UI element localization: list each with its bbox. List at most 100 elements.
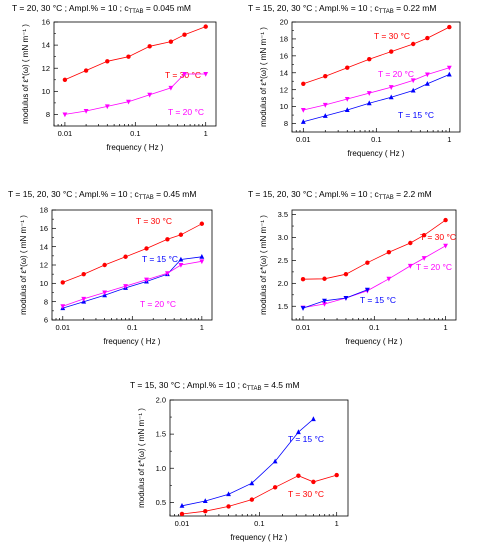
- data-point: [126, 99, 131, 105]
- y-tick-label: 16: [40, 224, 48, 233]
- y-tick-label: 12: [280, 85, 288, 94]
- data-point: [199, 221, 205, 226]
- y-tick-label: 12: [40, 261, 48, 270]
- data-point: [199, 253, 205, 259]
- data-point: [179, 502, 185, 508]
- data-point: [365, 287, 370, 293]
- data-point: [179, 511, 185, 517]
- data-point: [386, 249, 392, 255]
- data-point: [408, 240, 413, 246]
- y-tick-label: 18: [280, 35, 288, 44]
- chart-panel-3: T = 15, 20, 30 °C ; Ampl.% = 10 ; cTTAB …: [8, 189, 213, 346]
- data-point: [144, 277, 149, 283]
- data-point: [424, 80, 430, 86]
- data-point: [226, 504, 231, 509]
- data-point: [144, 246, 149, 251]
- x-tick-label: 1: [335, 519, 339, 528]
- x-tick-label: 1: [447, 135, 451, 144]
- series-line: [303, 26, 450, 85]
- x-tick-label: 0.1: [130, 129, 140, 138]
- series-2: [179, 472, 339, 517]
- series-label: T = 15 °C: [360, 295, 396, 305]
- y-tick-label: 20: [280, 18, 288, 27]
- y-tick-label: 12: [42, 64, 50, 73]
- series-line: [64, 26, 206, 81]
- series-3: [300, 71, 452, 124]
- data-point: [410, 78, 416, 84]
- x-tick-label: 0.01: [55, 323, 70, 332]
- chart-title: T = 20, 30 °C ; Ampl.% = 10 ; cTTAB = 0.…: [12, 3, 191, 15]
- data-point: [60, 304, 66, 310]
- data-point: [102, 290, 108, 296]
- data-point: [296, 473, 301, 478]
- data-point: [81, 271, 86, 277]
- x-tick-label: 0.1: [127, 323, 137, 332]
- data-point: [343, 271, 349, 277]
- data-point: [366, 91, 372, 96]
- data-point: [389, 49, 394, 54]
- data-point: [443, 243, 448, 249]
- data-point: [388, 85, 394, 90]
- chart-title: T = 15, 30 °C ; Ampl.% = 10 ; cTTAB = 4.…: [130, 380, 300, 392]
- x-axis-label: frequency ( Hz ): [348, 149, 405, 158]
- data-point: [168, 39, 174, 44]
- data-point: [443, 217, 448, 223]
- series-label: T = 15 °C: [288, 434, 324, 444]
- series-line: [181, 474, 337, 515]
- data-point: [386, 276, 392, 282]
- data-point: [300, 108, 306, 113]
- series-2: [300, 65, 452, 113]
- data-point: [202, 498, 208, 503]
- x-axis-label: frequency ( Hz ): [104, 337, 161, 346]
- y-tick-label: 3.5: [278, 210, 288, 219]
- data-point: [424, 72, 430, 78]
- data-point: [105, 59, 110, 64]
- y-tick-label: 6: [44, 316, 48, 325]
- data-point: [300, 306, 306, 311]
- y-tick-label: 1.5: [278, 302, 288, 311]
- series-2: [62, 72, 209, 118]
- data-point: [322, 276, 327, 281]
- y-axis-label: modulus of ε*(ω) ( mN m⁻¹ ): [21, 24, 30, 124]
- data-point: [83, 68, 89, 73]
- data-point: [168, 85, 174, 91]
- y-axis-label: modulus of ε*(ω) ( mN m⁻¹ ): [19, 215, 28, 315]
- series-line: [62, 223, 202, 283]
- data-point: [203, 509, 208, 514]
- y-tick-label: 14: [42, 41, 50, 50]
- chart-panel-5: T = 15, 30 °C ; Ampl.% = 10 ; cTTAB = 4.…: [130, 380, 349, 542]
- data-point: [365, 260, 370, 265]
- x-tick-label: 1: [443, 323, 447, 332]
- data-point: [62, 112, 68, 118]
- y-tick-label: 18: [40, 206, 48, 215]
- data-point: [199, 259, 205, 265]
- data-point: [60, 280, 65, 285]
- data-point: [421, 256, 427, 261]
- data-point: [178, 263, 184, 268]
- chart-panel-1: T = 20, 30 °C ; Ampl.% = 10 ; cTTAB = 0.…: [12, 3, 217, 152]
- data-point: [203, 72, 209, 77]
- data-point: [300, 277, 306, 282]
- data-point: [447, 24, 452, 30]
- data-point: [322, 298, 327, 304]
- data-point: [165, 271, 170, 277]
- y-tick-label: 10: [42, 87, 50, 96]
- data-point: [296, 429, 301, 435]
- x-tick-label: 0.01: [58, 129, 73, 138]
- data-point: [388, 94, 394, 100]
- data-point: [410, 87, 416, 93]
- x-tick-label: 0.01: [296, 135, 311, 144]
- y-tick-label: 1.0: [156, 464, 166, 473]
- data-point: [104, 104, 110, 110]
- series-line: [303, 67, 450, 111]
- y-tick-label: 16: [280, 51, 288, 60]
- series-label: T = 30 °C: [136, 216, 172, 226]
- series-label: T = 30 °C: [288, 489, 324, 499]
- data-point: [367, 57, 372, 62]
- series-1: [179, 416, 316, 508]
- data-point: [178, 232, 184, 237]
- data-point: [126, 54, 131, 59]
- series-label: T = 20 °C: [140, 299, 176, 309]
- data-point: [366, 100, 372, 106]
